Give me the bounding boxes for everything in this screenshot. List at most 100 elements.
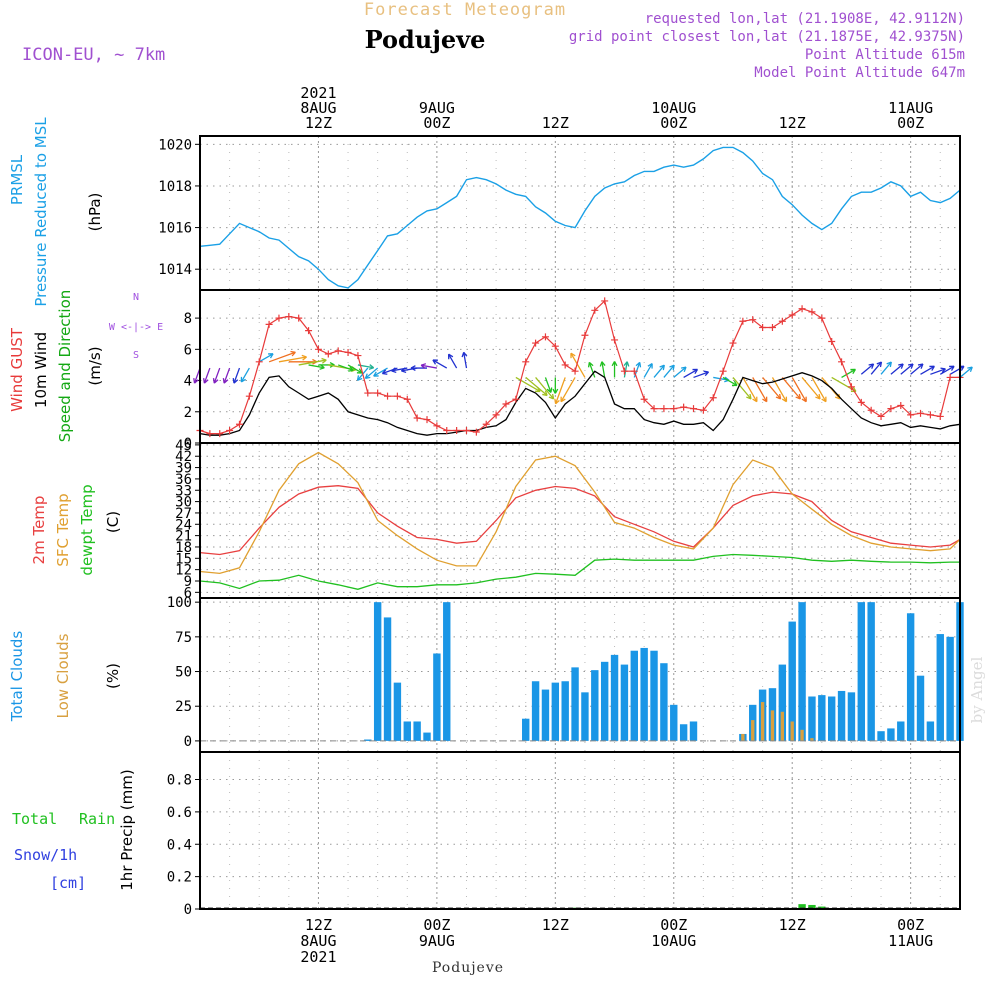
snow-legend: Snow/1h [14,846,77,864]
y-tick-label: 1014 [158,262,192,278]
wind-direction-arrow [347,364,363,374]
point-altitude: Point Altitude 615m [805,47,965,63]
wind-direction-arrow [560,377,576,403]
panel-background [200,598,960,752]
dewpt-label: dewpt Temp [78,484,96,575]
panel-background [200,443,960,598]
total-cloud-bar [798,602,806,741]
rain-legend: Rain [79,810,115,828]
wind-arrow-head [703,370,710,377]
requested-coords: requested lon,lat (21.1908E, 42.9112N) [645,11,965,27]
rain-bar [798,904,806,909]
total-cloud-bar [640,647,648,741]
top-time-label: 12Z [305,114,332,132]
wind-direction-arrow [268,351,296,363]
wind-gust-point [749,316,757,324]
wind-direction-arrow [623,361,628,378]
wind-direction-arrow [298,359,327,366]
wind-gust-point [423,416,431,424]
total-cloud-bar [946,636,954,741]
low-cloud-bar [790,721,794,741]
top-time-label: 12Z [542,114,569,132]
wind-gust-point [759,323,767,331]
total-cloud-bar [867,602,875,741]
total-cloud-bar [620,664,629,741]
wind-arrow-head [587,361,594,368]
wind-gust-point [699,406,707,414]
wind-gust-point [433,422,441,430]
bottom-time-label: 2021 [300,948,336,966]
wind-gust-point [334,347,342,355]
wind-direction-arrow [555,377,566,404]
bottom-time-label: 11AUG [888,932,933,950]
wind-gust-point [897,402,905,410]
wind-direction-arrow [432,359,448,369]
wind-gust-point [216,430,224,438]
wind-direction-arrow [900,363,914,375]
wind-gust-point [719,367,727,375]
total-cloud-bar [877,731,885,741]
y-tick-label: 30 [175,495,192,511]
wind-direction-arrow [930,368,946,375]
cm-legend: [cm] [50,874,86,892]
wind-arrow-head [432,359,438,365]
panel-clouds: 0 25 50 75 100 [167,595,964,752]
wind-arrow-head [647,363,653,369]
total-cloud-bar [630,650,638,741]
model-altitude: Model Point Altitude 647m [754,65,965,81]
wind-arrow-head [775,393,782,400]
total-cloud-bar [827,696,836,741]
wind-gust-point [620,367,628,375]
wind-direction-arrow [880,361,892,375]
wind-gust-point [393,392,401,400]
wind-direction-arrow [382,367,398,375]
wind-direction-arrow [463,352,468,369]
wind-10m-label: 10m Wind [32,332,50,408]
wind-gust-point [591,306,599,314]
wind-gust-point [265,320,273,328]
wind-arrow-head [929,365,935,371]
wind-direction-arrow [959,366,973,378]
top-time-label: 9AUG [419,99,455,117]
y-tick-label: 0.8 [167,773,192,789]
wind-arrow-head [752,396,758,403]
total-cloud-bar [393,682,402,741]
wind-direction-arrow [653,364,665,378]
wind-gust-point [413,414,421,422]
wind-gust-point [541,333,549,341]
low-cloud-bar [770,710,775,741]
low-cloud-bar [800,729,804,741]
hpa-unit-label: (hPa) [86,193,104,232]
y-tick-label: 6 [184,342,192,358]
y-tick-label: 1016 [158,221,192,237]
y-tick-label: 6 [184,585,192,601]
wind-gust-point [295,314,303,322]
bottom-time-label: 10AUG [651,932,696,950]
wind-direction-arrow [337,364,354,372]
location-title: Podujeve [365,25,486,54]
wind-arrow-head [420,363,427,369]
wind-direction-arrow [890,363,904,375]
total-cloud-bar [660,663,668,741]
wind-gust-point [453,427,461,435]
total-cloud-bar [443,602,451,741]
wind-arrow-head [850,368,856,375]
wind-arrow-head [940,367,946,374]
wind-arrow-head [461,351,468,358]
speed-direction-label: Speed and Direction [56,290,74,443]
t2m-label: 2m Temp [30,496,48,565]
wind-direction-arrow [570,352,586,378]
wind-direction-arrow [791,377,807,403]
wind-gust-point [808,308,816,316]
wind-gust-point [867,406,875,414]
bottom-time-label: 00Z [660,916,687,934]
total-cloud-bar [561,681,569,741]
wind-gust-point [778,317,786,325]
panel-frame [199,751,961,910]
total-cloud-bar [788,621,796,741]
top-time-label: 00Z [660,114,687,132]
wind-gust-point [571,367,579,375]
wind-direction-arrow [732,377,752,400]
low-cloud-bar [760,702,765,741]
wind-arrow-head [635,361,642,368]
